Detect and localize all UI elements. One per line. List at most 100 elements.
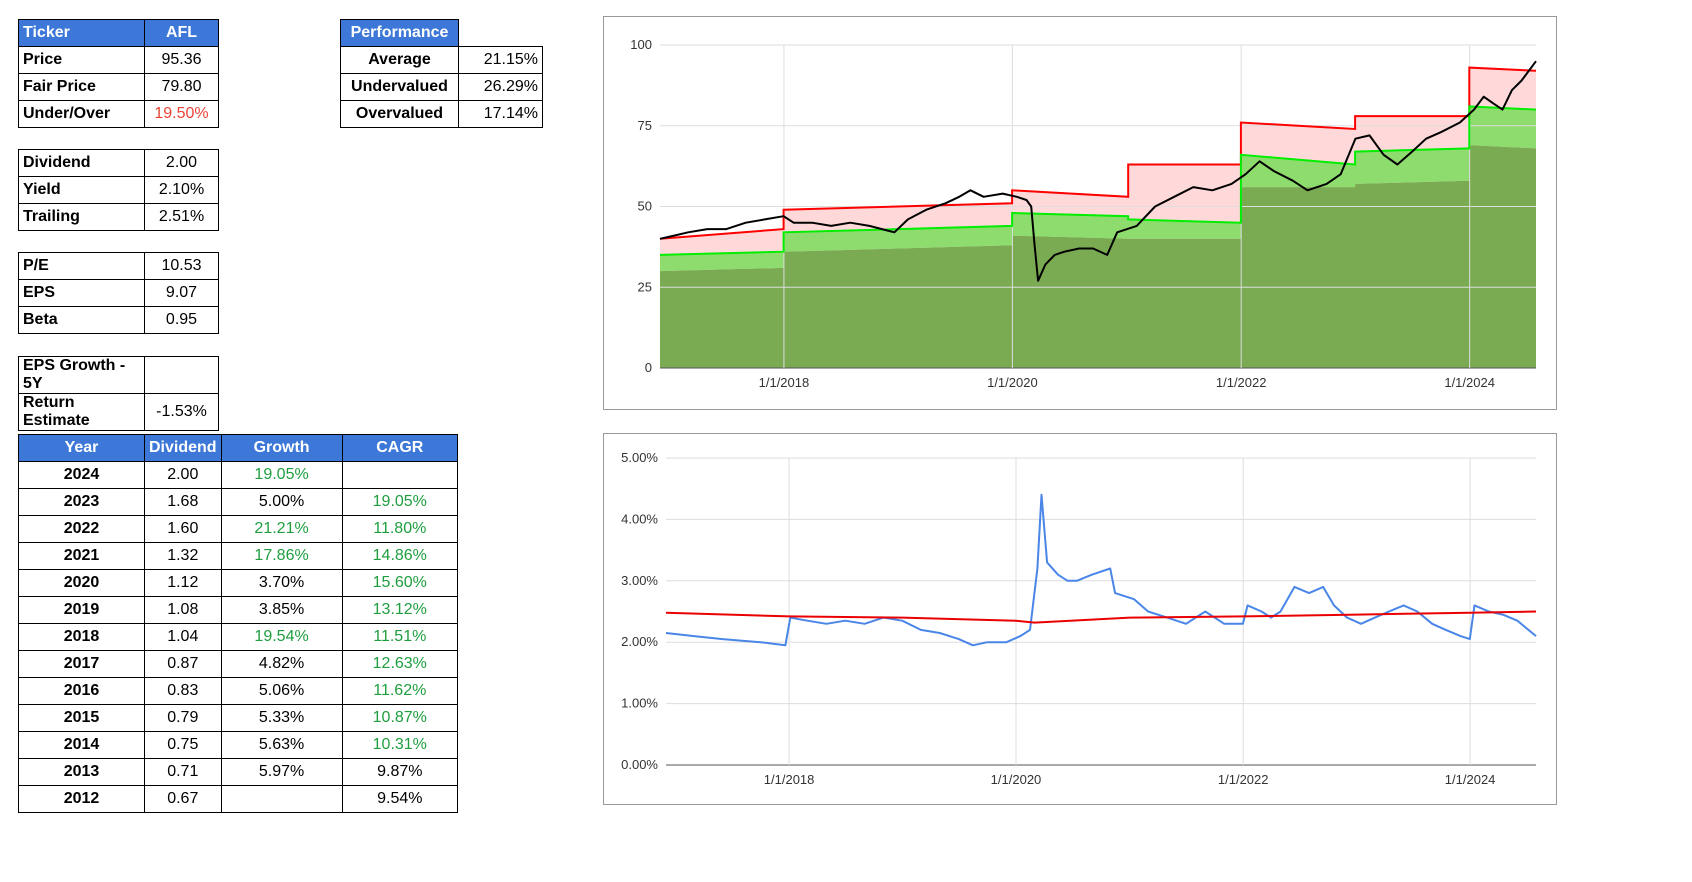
growth-cell: 5.97% — [220, 758, 343, 786]
dividend-cell: 0.71 — [144, 758, 222, 786]
y-tick-label: 3.00% — [621, 573, 658, 588]
yield-line — [665, 493, 1537, 647]
x-tick-label: 1/1/2022 — [1216, 375, 1267, 390]
year-cell: 2018 — [18, 623, 145, 651]
dividend-cell: 1.68 — [144, 488, 222, 516]
year-cell: 2019 — [18, 596, 145, 624]
beta-value: 0.95 — [144, 306, 219, 334]
table-row: 2024 2.00 19.05% — [18, 461, 459, 489]
fair-value-line — [659, 105, 1537, 256]
price-value: 95.36 — [144, 46, 219, 74]
dividend-cell: 1.32 — [144, 542, 222, 570]
table-row: Under/Over 19.50% — [18, 100, 219, 128]
y-tick-label: 1.00% — [621, 696, 658, 711]
growth-cell: 4.82% — [220, 650, 343, 678]
table-row: Dividend 2.00 — [18, 149, 219, 177]
x-tick-label: 1/1/2024 — [1444, 375, 1495, 390]
year-header: Year — [18, 434, 145, 462]
dividend-cell: 0.87 — [144, 650, 222, 678]
cagr-cell: 10.87% — [341, 704, 459, 732]
performance-table: Performance Average 21.15% Undervalued 2… — [340, 19, 543, 128]
table-row: Yield 2.10% — [18, 176, 219, 204]
growth-cell: 3.70% — [220, 569, 343, 597]
yield-value: 2.10% — [144, 176, 219, 204]
year-cell: 2014 — [18, 731, 145, 759]
ticker-label: Ticker — [18, 19, 145, 47]
growth-cell: 5.33% — [220, 704, 343, 732]
table-row: 2012 0.67 9.54% — [18, 785, 459, 813]
dividend-cell: 0.79 — [144, 704, 222, 732]
table-row: Fair Price 79.80 — [18, 73, 219, 101]
cagr-cell: 19.05% — [341, 488, 459, 516]
history-body: 2024 2.00 19.05% 2023 1.68 5.00% 19.05% 2022 1.6… — [18, 461, 459, 813]
y-tick-label: 4.00% — [621, 511, 658, 526]
cagr-cell: 10.31% — [341, 731, 459, 759]
average-value: 21.15% — [458, 46, 543, 74]
table-row: Price 95.36 — [18, 46, 219, 74]
table-row: Return Estimate -1.53% — [18, 393, 219, 431]
growth-table: EPS Growth - 5Y Return Estimate -1.53% — [18, 356, 219, 431]
y-tick-label: 100 — [630, 37, 652, 52]
upper-band-line — [659, 66, 1537, 240]
pe-label: P/E — [18, 252, 145, 280]
return-estimate-label: Return Estimate — [18, 393, 145, 431]
growth-cell: 17.86% — [220, 542, 343, 570]
dividend-table: Dividend 2.00 Yield 2.10% Trailing 2.51% — [18, 149, 219, 231]
x-tick-label: 1/1/2020 — [987, 375, 1038, 390]
y-tick-label: 2.00% — [621, 634, 658, 649]
table-row: Overvalued 17.14% — [340, 100, 543, 128]
growth-cell: 5.63% — [220, 731, 343, 759]
overvalued-label: Overvalued — [340, 100, 459, 128]
table-row: 2014 0.75 5.63% 10.31% — [18, 731, 459, 759]
year-cell: 2020 — [18, 569, 145, 597]
dividend-history-table: Year Dividend Growth CAGR 2024 2.00 19.05%… — [18, 434, 459, 813]
performance-header-row: Performance — [340, 19, 543, 47]
growth-cell: 19.05% — [220, 461, 343, 489]
cagr-cell: 11.80% — [341, 515, 459, 543]
price-chart-svg: 0 25 50 75 100 1/1/2018 1/1/2020 1/1/2022 1/1/20… — [630, 37, 1537, 390]
trailing-value: 2.51% — [144, 203, 219, 231]
yield-chart-svg: 0.00% 1.00% 2.00% 3.00% 4.00% 5.00% 1/1/2018 1/… — [621, 450, 1537, 787]
y-tick-label: 0.00% — [621, 757, 658, 772]
cagr-cell: 15.60% — [341, 569, 459, 597]
yield-chart: 0.00% 1.00% 2.00% 3.00% 4.00% 5.00% 1/1/2018 1/… — [603, 433, 1557, 805]
cagr-header: CAGR — [341, 434, 459, 462]
fair-price-value: 79.80 — [144, 73, 219, 101]
cagr-cell: 14.86% — [341, 542, 459, 570]
x-tick-label: 1/1/2018 — [764, 772, 815, 787]
table-row: Average 21.15% — [340, 46, 543, 74]
table-row: 2017 0.87 4.82% 12.63% — [18, 650, 459, 678]
year-cell: 2022 — [18, 515, 145, 543]
x-tick-label: 1/1/2024 — [1445, 772, 1496, 787]
y-tick-label: 75 — [638, 118, 652, 133]
y-tick-label: 50 — [638, 199, 652, 214]
table-row: 2021 1.32 17.86% 14.86% — [18, 542, 459, 570]
beta-label: Beta — [18, 306, 145, 334]
dividend-cell: 1.08 — [144, 596, 222, 624]
cagr-cell: 13.12% — [341, 596, 459, 624]
growth-cell: 3.85% — [220, 596, 343, 624]
overvalued-value: 17.14% — [458, 100, 543, 128]
trailing-label: Trailing — [18, 203, 145, 231]
x-tick-label: 1/1/2022 — [1218, 772, 1269, 787]
y-tick-label: 5.00% — [621, 450, 658, 465]
history-header-row: Year Dividend Growth CAGR — [18, 434, 459, 462]
return-estimate-value: -1.53% — [144, 393, 219, 431]
y-tick-label: 25 — [638, 279, 652, 294]
y-tick-label: 0 — [645, 360, 652, 375]
cagr-cell: 9.54% — [341, 785, 459, 813]
table-row: Undervalued 26.29% — [340, 73, 543, 101]
area-layer — [660, 67, 1536, 368]
dividend-cell: 2.00 — [144, 461, 222, 489]
year-cell: 2023 — [18, 488, 145, 516]
table-row: Trailing 2.51% — [18, 203, 219, 231]
table-row: 2023 1.68 5.00% 19.05% — [18, 488, 459, 516]
yield-label: Yield — [18, 176, 145, 204]
table-row: EPS 9.07 — [18, 279, 219, 307]
growth-header: Growth — [220, 434, 343, 462]
year-cell: 2016 — [18, 677, 145, 705]
dividend-cell: 0.83 — [144, 677, 222, 705]
fair-price-label: Fair Price — [18, 73, 145, 101]
dividend-cell: 1.60 — [144, 515, 222, 543]
cagr-cell — [341, 461, 459, 489]
